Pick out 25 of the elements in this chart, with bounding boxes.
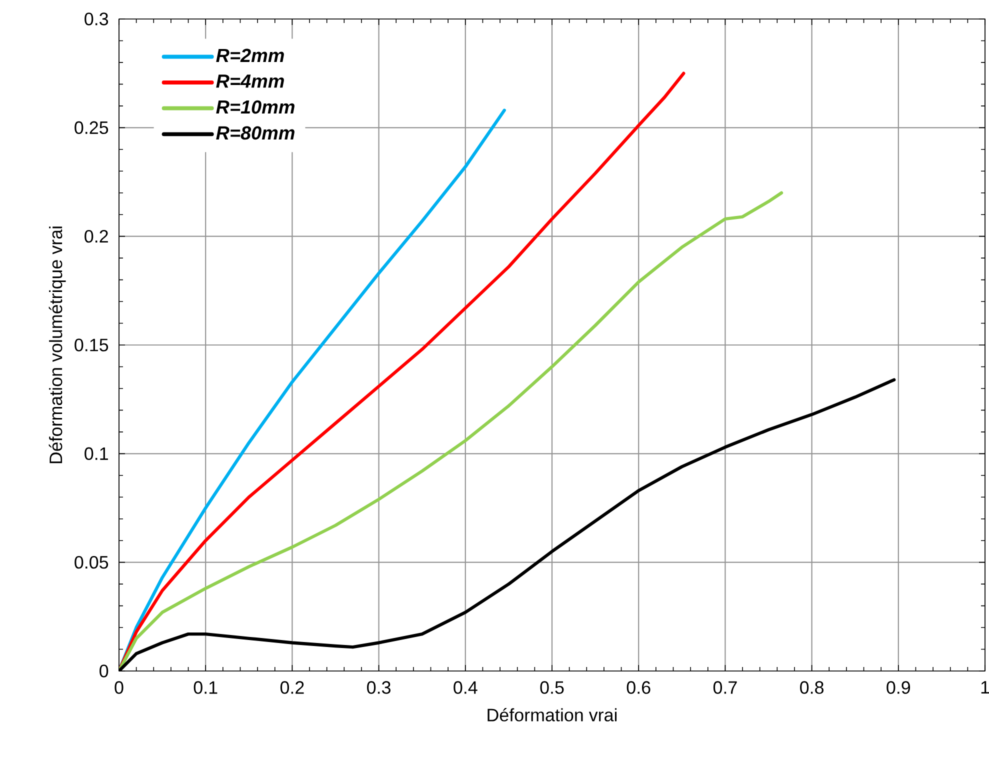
x-tick-label: 0.7	[713, 681, 737, 694]
y-tick-label: 0.3	[84, 12, 108, 26]
line-series	[119, 191, 784, 671]
x-tick-label: 0.2	[280, 681, 304, 694]
y-tick-label: 0.2	[84, 230, 108, 243]
x-tick-label: 0	[114, 681, 124, 694]
y-tick-label: 0.25	[74, 121, 108, 134]
y-tick-label: 0.15	[74, 338, 108, 352]
x-tick-label: 0.5	[540, 681, 564, 694]
x-tick-label: 0.3	[367, 681, 390, 694]
y-tick-label: 0	[100, 664, 108, 678]
y-tick-label: 0.1	[84, 447, 108, 460]
x-tick-label: 0.1	[194, 681, 218, 694]
y-tick-label: 0.05	[74, 556, 108, 569]
legend-label: R=4mm	[216, 74, 284, 88]
x-axis-title: Déformation vrai	[488, 708, 617, 722]
legend-label: R=80mm	[216, 126, 294, 140]
x-tick-label: 1	[981, 681, 989, 694]
legend-label: R=2mm	[216, 48, 284, 62]
x-tick-label: 0.9	[886, 681, 910, 694]
x-tick-label: 0.8	[800, 681, 824, 694]
legend-label: R=10mm	[216, 100, 294, 114]
y-axis-title: Déformation volumétrique vrai	[48, 226, 66, 464]
x-tick-label: 0.4	[454, 681, 478, 694]
x-tick-label: 0.6	[626, 681, 650, 694]
